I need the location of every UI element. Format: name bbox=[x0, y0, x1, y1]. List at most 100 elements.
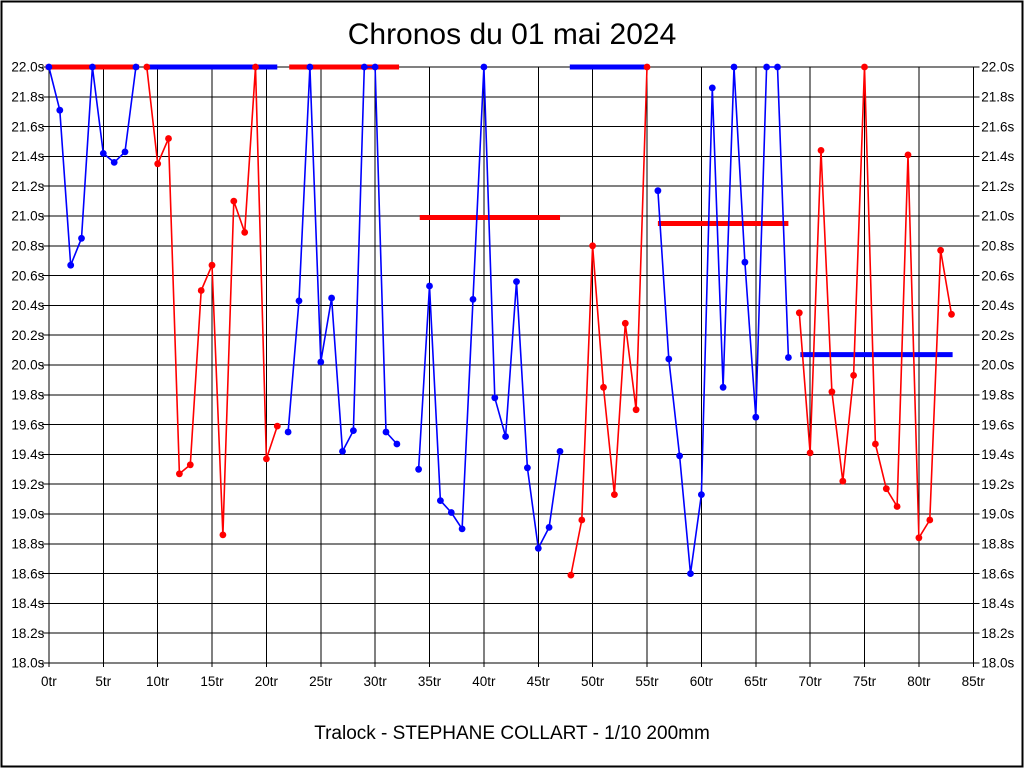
lap-time-point bbox=[186, 461, 194, 469]
lap-time-point bbox=[524, 464, 531, 472]
x-axis-label: 20tr bbox=[255, 674, 279, 689]
lap-time-point bbox=[795, 309, 803, 317]
lap-time-point bbox=[785, 354, 792, 361]
y-axis-label-left: 20.8s bbox=[11, 239, 44, 254]
lap-time-point bbox=[502, 433, 509, 440]
y-axis-label-right: 19.0s bbox=[981, 507, 1014, 522]
y-axis-label-right: 18.4s bbox=[981, 596, 1014, 611]
lap-time-point bbox=[143, 63, 151, 71]
lap-time-point bbox=[393, 440, 401, 448]
y-axis-label-left: 19.6s bbox=[11, 417, 44, 432]
y-axis-label-left: 21.6s bbox=[11, 119, 44, 134]
y-axis-label-left: 18.8s bbox=[11, 537, 44, 552]
y-axis-label-left: 18.4s bbox=[11, 596, 44, 611]
lap-time-point bbox=[839, 477, 847, 485]
y-axis-label-left: 21.4s bbox=[11, 149, 44, 164]
lap-time-point bbox=[719, 383, 727, 391]
lap-time-point bbox=[371, 63, 379, 71]
y-axis-label-left: 18.0s bbox=[11, 656, 44, 671]
y-axis-label-right: 18.6s bbox=[981, 566, 1014, 581]
lap-time-point bbox=[78, 234, 85, 242]
y-axis-label-right: 18.2s bbox=[981, 626, 1014, 641]
x-axis-label: 10tr bbox=[146, 674, 170, 689]
lap-time-point bbox=[556, 448, 564, 455]
lap-time-point bbox=[882, 485, 890, 493]
lap-time-point bbox=[480, 63, 488, 71]
lap-time-point bbox=[328, 294, 335, 302]
lap-time-point bbox=[382, 428, 390, 436]
x-axis-label: 50tr bbox=[581, 674, 605, 689]
y-axis-label-right: 20.8s bbox=[981, 239, 1014, 254]
lap-time-line bbox=[570, 66, 648, 576]
lap-time-point bbox=[893, 503, 901, 510]
lap-time-point bbox=[948, 310, 955, 318]
x-axis-label: 80tr bbox=[907, 674, 931, 689]
y-axis-label-right: 20.0s bbox=[981, 358, 1014, 373]
y-axis-label-left: 20.4s bbox=[11, 298, 44, 313]
y-axis-label-right: 21.6s bbox=[981, 119, 1014, 134]
series-blue bbox=[45, 63, 792, 577]
lap-time-point bbox=[176, 470, 183, 478]
chart-title: Chronos du 01 mai 2024 bbox=[348, 18, 677, 51]
y-axis-label-left: 21.2s bbox=[11, 179, 44, 194]
lap-time-point bbox=[99, 150, 107, 157]
x-axis-label: 25tr bbox=[309, 674, 333, 689]
y-axis-label-right: 20.6s bbox=[981, 268, 1014, 283]
y-axis-label-left: 21.8s bbox=[11, 90, 44, 105]
x-axis-label: 35tr bbox=[418, 674, 442, 689]
chart-footer: Tralock - STEPHANE COLLART - 1/10 200mm bbox=[314, 723, 710, 744]
y-axis-label-right: 21.0s bbox=[981, 209, 1014, 224]
lap-time-point bbox=[241, 229, 249, 236]
lap-time-point bbox=[534, 544, 542, 552]
lap-time-point bbox=[545, 524, 553, 531]
lap-time-point bbox=[350, 427, 357, 434]
lap-time-point bbox=[817, 147, 825, 154]
y-axis-label-left: 19.4s bbox=[11, 447, 44, 462]
x-axis-label: 60tr bbox=[690, 674, 714, 689]
y-axis-label-right: 21.2s bbox=[981, 179, 1014, 194]
lap-time-point bbox=[632, 406, 640, 414]
lap-time-point bbox=[491, 394, 499, 402]
lap-time-point bbox=[447, 509, 455, 516]
axis-labels-layer: 18.0s 18.0s 18.2s 18.2s 18.4s 18.4s 18.6s 18.6s… bbox=[11, 60, 1014, 689]
x-axis-label: 75tr bbox=[853, 674, 877, 689]
lap-time-point bbox=[861, 63, 868, 71]
lap-time-point bbox=[208, 261, 216, 269]
reference-bars-layer bbox=[45, 64, 953, 358]
lap-time-point bbox=[513, 278, 520, 285]
lap-time-point bbox=[643, 63, 651, 71]
lap-time-point bbox=[741, 258, 749, 266]
lap-time-point bbox=[121, 148, 129, 156]
lap-time-point bbox=[273, 422, 281, 430]
lap-time-point bbox=[600, 383, 607, 391]
lap-time-point bbox=[154, 160, 162, 168]
lap-time-point bbox=[850, 372, 857, 379]
lap-time-point bbox=[263, 455, 270, 463]
series-layer bbox=[45, 63, 955, 579]
y-axis-label-right: 21.4s bbox=[981, 149, 1014, 164]
lap-time-point bbox=[252, 63, 259, 71]
lap-time-point bbox=[458, 525, 466, 533]
y-axis-label-right: 18.8s bbox=[981, 537, 1014, 552]
y-axis-label-right: 22.0s bbox=[981, 60, 1014, 75]
lap-time-point bbox=[904, 151, 912, 159]
x-axis-label: 85tr bbox=[962, 674, 986, 689]
y-axis-label-right: 19.4s bbox=[981, 447, 1014, 462]
y-axis-label-left: 21.0s bbox=[11, 209, 44, 224]
lap-time-point bbox=[415, 465, 422, 473]
x-axis-label: 30tr bbox=[364, 674, 388, 689]
y-axis-label-left: 18.6s bbox=[11, 566, 44, 581]
lap-time-point bbox=[437, 497, 444, 504]
lap-time-point bbox=[197, 287, 205, 294]
y-axis-label-left: 18.2s bbox=[11, 626, 44, 641]
x-axis-label: 5tr bbox=[95, 674, 111, 689]
y-axis-label-left: 20.0s bbox=[11, 358, 44, 373]
lap-time-point bbox=[45, 63, 53, 71]
y-axis-label-left: 20.6s bbox=[11, 268, 44, 283]
lap-time-point bbox=[89, 63, 96, 71]
x-axis-label: 15tr bbox=[200, 674, 224, 689]
